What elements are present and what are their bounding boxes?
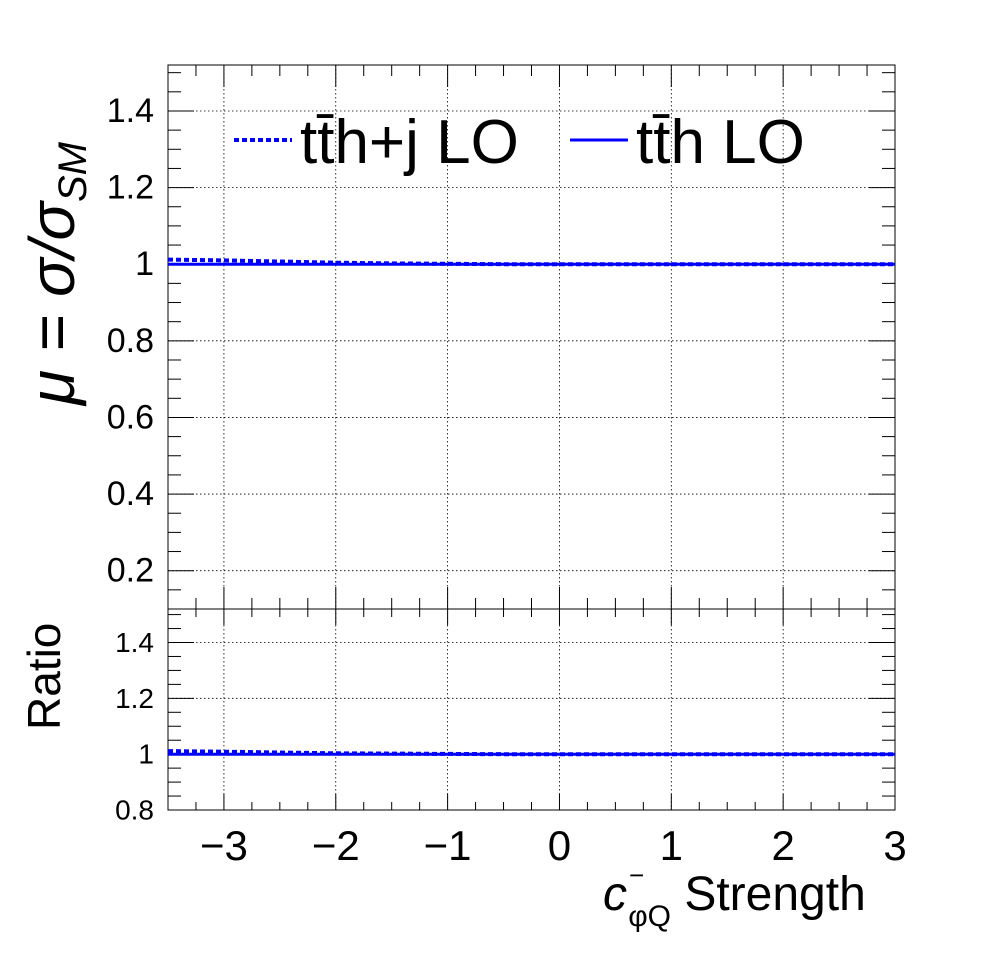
x-tick-label: −1: [424, 822, 472, 869]
x-axis-title-subscript: φQ: [628, 900, 671, 933]
main-ylabel: μ = σ/σSM: [16, 141, 95, 407]
x-tick-label: 0: [548, 822, 571, 869]
ratio-ytick-label: 1.2: [115, 683, 154, 714]
legend-label-tth: tt̄h LO: [636, 108, 805, 177]
legend-label-tth-j: tt̄h+j LO: [300, 108, 519, 177]
x-tick-label: −2: [312, 822, 360, 869]
main-ytick-label: 1.4: [107, 92, 154, 130]
x-axis-title-symbol: c: [603, 868, 627, 921]
ratio-ytick-label: 1: [138, 739, 154, 770]
legend: tt̄h+j LO tt̄h LO: [234, 108, 805, 177]
x-tick-label: 3: [883, 822, 906, 869]
main-ytick-label: 0.4: [107, 475, 154, 513]
x-axis-title-superscript: −: [629, 860, 644, 890]
main-ytick-label: 0.2: [107, 552, 154, 590]
ratio-ytick-label: 1.4: [115, 627, 154, 658]
ratio-ylabel: Ratio: [18, 623, 70, 730]
x-tick-label: 2: [771, 822, 794, 869]
x-tick-label: −3: [200, 822, 248, 869]
main-panel: 0.2 0.4 0.6 0.8 1 1.2 1.4: [107, 64, 896, 610]
main-ytick-label: 0.8: [107, 322, 154, 360]
ratio-panel: 0.8 1 1.2 1.4: [115, 608, 896, 826]
ratio-ytick-label: 0.8: [115, 795, 154, 826]
main-ytick-label: 1.2: [107, 169, 154, 207]
x-axis-title: c− φQ Strength: [603, 860, 866, 933]
main-ylabel-subscript: SM: [51, 141, 95, 202]
axis-titles: μ = σ/σSM Ratio: [16, 141, 95, 730]
main-ytick-label: 0.6: [107, 398, 154, 436]
main-ylabel-text: μ = σ/σ: [16, 200, 88, 407]
x-axis-title-suffix: Strength: [671, 868, 866, 921]
ratio-frame: [167, 608, 896, 811]
x-axis: −3 −2 −1 0 1 2 3 c− φQ Strength: [200, 822, 907, 933]
x-tick-label: 1: [660, 822, 683, 869]
main-ytick-label: 1: [135, 245, 154, 283]
